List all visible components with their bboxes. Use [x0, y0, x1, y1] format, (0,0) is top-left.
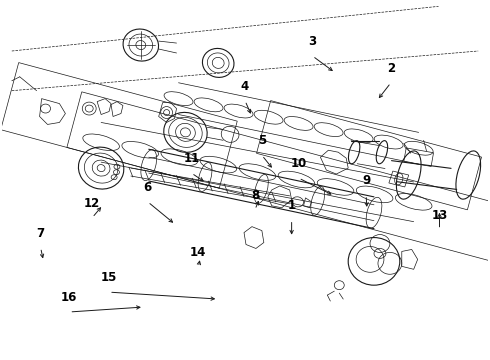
Text: 15: 15: [101, 271, 117, 284]
Text: 14: 14: [190, 246, 207, 260]
Text: 13: 13: [431, 209, 447, 222]
Text: 2: 2: [387, 62, 395, 75]
Text: 4: 4: [241, 80, 249, 93]
Text: 10: 10: [291, 157, 307, 170]
Text: 12: 12: [84, 197, 100, 210]
Text: 7: 7: [37, 226, 45, 239]
Text: 1: 1: [288, 199, 295, 212]
Text: 9: 9: [362, 174, 370, 187]
Text: 3: 3: [308, 35, 317, 48]
Text: 5: 5: [258, 134, 266, 147]
Text: 11: 11: [183, 152, 199, 165]
Text: 16: 16: [61, 291, 77, 304]
Text: 8: 8: [251, 189, 259, 202]
Text: 6: 6: [144, 181, 152, 194]
